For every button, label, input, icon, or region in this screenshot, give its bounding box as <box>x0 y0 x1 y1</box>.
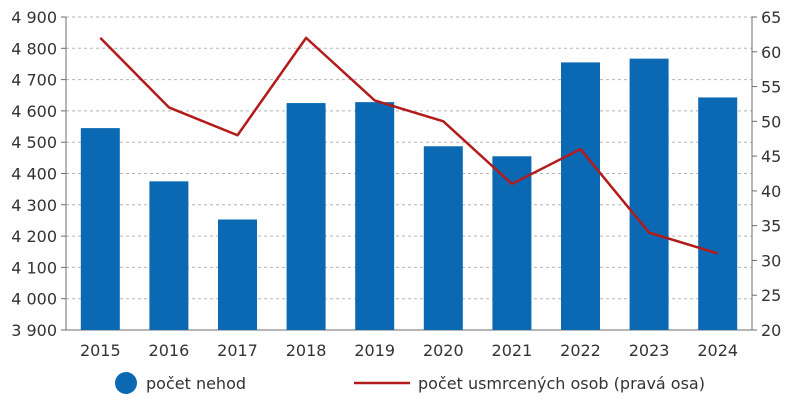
bar-pocet-nehod <box>355 102 395 330</box>
x-tick-label: 2017 <box>217 341 258 360</box>
x-tick-label: 2021 <box>492 341 533 360</box>
x-tick-label: 2023 <box>629 341 670 360</box>
y-left-tick-label: 4 400 <box>11 165 57 184</box>
bar-pocet-nehod <box>698 97 738 330</box>
bar-pocet-nehod <box>423 146 463 330</box>
bar-pocet-nehod <box>286 103 326 330</box>
x-tick-label: 2015 <box>80 341 121 360</box>
y-left-tick-label: 4 600 <box>11 102 57 121</box>
legend-marker-bar <box>115 372 137 394</box>
bar-pocet-nehod <box>561 62 600 330</box>
x-tick-label: 2022 <box>560 341 601 360</box>
y-right-tick-label: 50 <box>761 112 781 131</box>
y-right-tick-label: 45 <box>761 147 781 166</box>
y-left-tick-label: 4 900 <box>11 8 57 27</box>
y-right-tick-label: 65 <box>761 8 781 27</box>
y-left-tick-label: 4 700 <box>11 71 57 90</box>
bar-pocet-nehod <box>629 58 669 331</box>
bar-pocet-nehod <box>149 181 189 330</box>
y-right-tick-label: 55 <box>761 78 781 97</box>
y-right-tick-label: 60 <box>761 43 781 62</box>
y-left-tick-label: 3 900 <box>11 321 57 340</box>
y-left-tick-label: 4 500 <box>11 133 57 152</box>
x-tick-label: 2019 <box>354 341 395 360</box>
bar-pocet-nehod <box>80 128 120 330</box>
y-right-tick-label: 35 <box>761 217 781 236</box>
legend-label-bar: počet nehod <box>146 374 246 393</box>
bar-pocet-nehod <box>492 156 532 330</box>
y-right-tick-label: 40 <box>761 182 781 201</box>
legend-label-line: počet usmrcených osob (pravá osa) <box>418 374 705 393</box>
y-left-tick-label: 4 300 <box>11 196 57 215</box>
line-pocet-usmrcenych <box>99 36 719 255</box>
x-tick-label: 2016 <box>149 341 190 360</box>
y-left-tick-label: 4 800 <box>11 39 57 58</box>
y-left-tick-label: 4 100 <box>11 258 57 277</box>
y-right-tick-label: 30 <box>761 251 781 270</box>
y-right-tick-label: 20 <box>761 321 781 340</box>
x-tick-label: 2018 <box>286 341 327 360</box>
x-tick-label: 2020 <box>423 341 464 360</box>
y-left-tick-label: 4 200 <box>11 227 57 246</box>
bar-pocet-nehod <box>218 219 257 330</box>
x-tick-label: 2024 <box>697 341 738 360</box>
y-left-tick-label: 4 000 <box>11 290 57 309</box>
y-right-tick-label: 25 <box>761 286 781 305</box>
